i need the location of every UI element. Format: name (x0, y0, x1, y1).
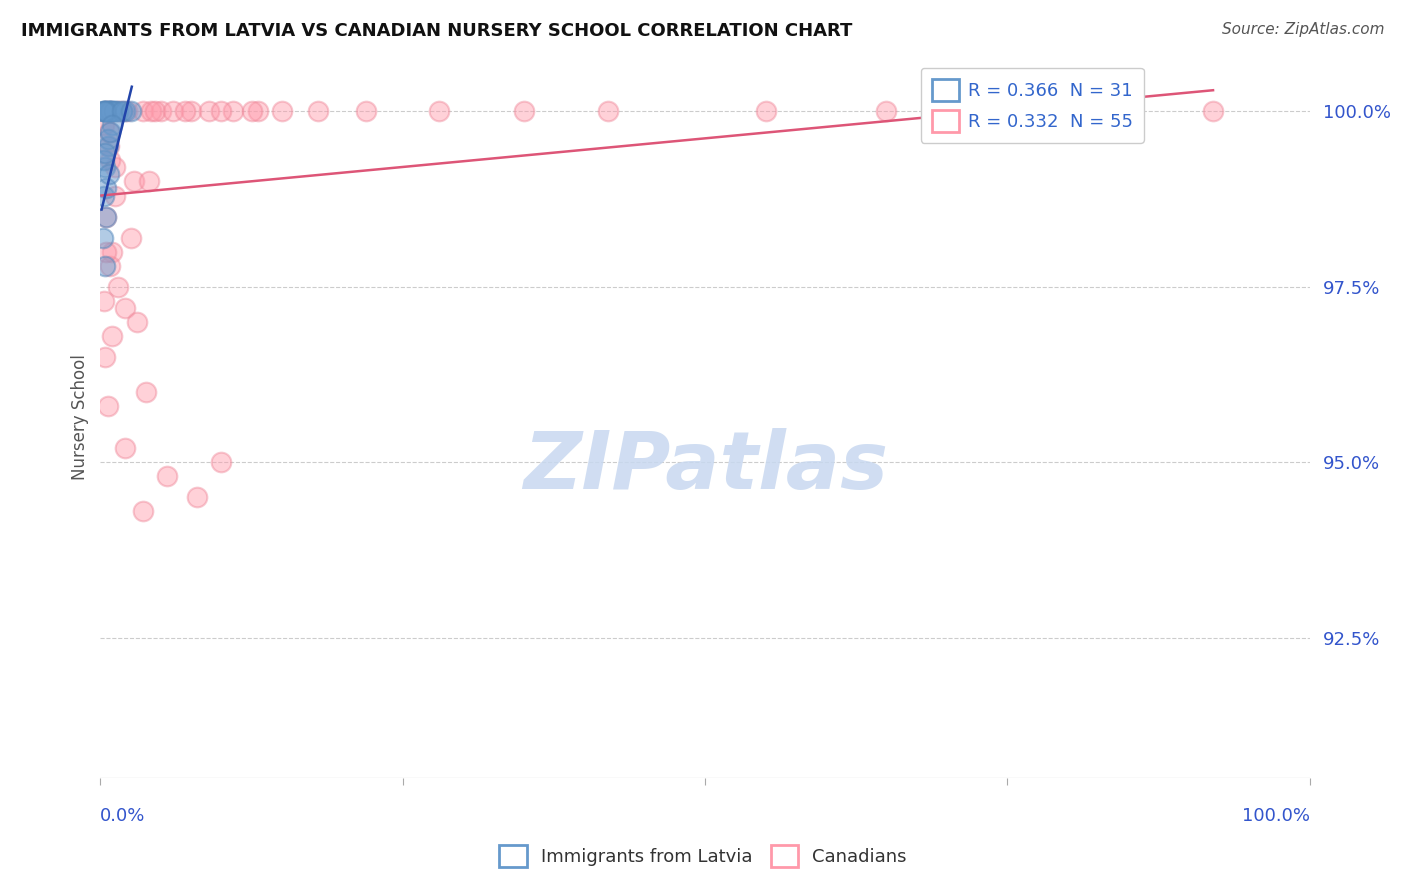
Point (98, 104, 121, 119)
Point (93, 118, 115, 132)
Point (174, 104, 197, 119)
Point (198, 104, 221, 119)
Point (107, 279, 129, 293)
Point (143, 104, 166, 119)
Point (104, 188, 127, 202)
Point (94, 259, 117, 273)
Point (97, 139, 120, 153)
Point (135, 384, 157, 399)
Point (94, 146, 117, 161)
Y-axis label: Nursery School: Nursery School (72, 353, 89, 480)
Text: 100.0%: 100.0% (1241, 807, 1310, 825)
Point (222, 104, 245, 119)
Point (100, 104, 122, 119)
Point (101, 244, 124, 259)
Point (103, 104, 125, 119)
Point (131, 104, 153, 119)
Point (307, 104, 329, 119)
Text: IMMIGRANTS FROM LATVIA VS CANADIAN NURSERY SCHOOL CORRELATION CHART: IMMIGRANTS FROM LATVIA VS CANADIAN NURSE… (21, 22, 852, 40)
Point (101, 329, 124, 343)
Point (101, 118, 124, 132)
Point (94, 104, 117, 119)
Point (1118, 104, 1140, 119)
Point (427, 104, 450, 119)
Point (96, 181, 118, 195)
Point (122, 174, 145, 188)
Text: Source: ZipAtlas.com: Source: ZipAtlas.com (1222, 22, 1385, 37)
Point (97, 104, 120, 119)
Point (100, 104, 122, 119)
Point (97, 125, 120, 139)
Point (209, 104, 232, 119)
Point (125, 315, 148, 329)
Point (96, 210, 118, 224)
Point (598, 104, 620, 119)
Point (96, 210, 118, 224)
Point (114, 441, 136, 455)
Point (114, 104, 136, 119)
Point (101, 104, 124, 119)
Point (149, 104, 172, 119)
Point (98, 104, 121, 119)
Point (1202, 104, 1225, 119)
Point (131, 504, 153, 518)
Point (93, 293, 115, 308)
Point (104, 104, 127, 119)
Point (180, 104, 202, 119)
Legend: Immigrants from Latvia, Canadians: Immigrants from Latvia, Canadians (492, 838, 914, 874)
Point (111, 104, 134, 119)
Point (120, 104, 142, 119)
Point (111, 104, 134, 119)
Point (93, 104, 115, 119)
Point (97, 104, 120, 119)
Point (114, 301, 136, 315)
Point (115, 104, 138, 119)
Point (97, 399, 120, 413)
Point (107, 104, 129, 119)
Point (96, 244, 118, 259)
Point (997, 104, 1019, 119)
Point (138, 174, 160, 188)
Point (97, 168, 120, 182)
Point (94, 350, 117, 364)
Point (98, 125, 121, 139)
Text: 0.0%: 0.0% (100, 807, 146, 825)
Point (91, 230, 114, 244)
Point (876, 104, 898, 119)
Point (209, 455, 232, 469)
Point (754, 104, 776, 119)
Legend: R = 0.366  N = 31, R = 0.332  N = 55: R = 0.366 N = 31, R = 0.332 N = 55 (921, 68, 1143, 143)
Point (97, 139, 120, 153)
Point (246, 104, 269, 119)
Point (98, 153, 121, 168)
Point (162, 104, 184, 119)
Point (96, 104, 118, 119)
Point (270, 104, 292, 119)
Point (240, 104, 263, 119)
Point (98, 259, 121, 273)
Point (141, 104, 163, 119)
Point (120, 230, 142, 244)
Point (93, 153, 115, 168)
Point (97, 132, 120, 146)
Point (91, 104, 114, 119)
Point (96, 104, 118, 119)
Text: ZIPatlas: ZIPatlas (523, 428, 887, 506)
Point (156, 469, 179, 483)
Point (93, 188, 115, 202)
Point (356, 104, 378, 119)
Point (104, 161, 127, 175)
Point (97, 104, 120, 119)
Point (186, 490, 208, 504)
Point (94, 161, 117, 175)
Point (512, 104, 534, 119)
Point (94, 104, 117, 119)
Point (93, 104, 115, 119)
Point (107, 104, 129, 119)
